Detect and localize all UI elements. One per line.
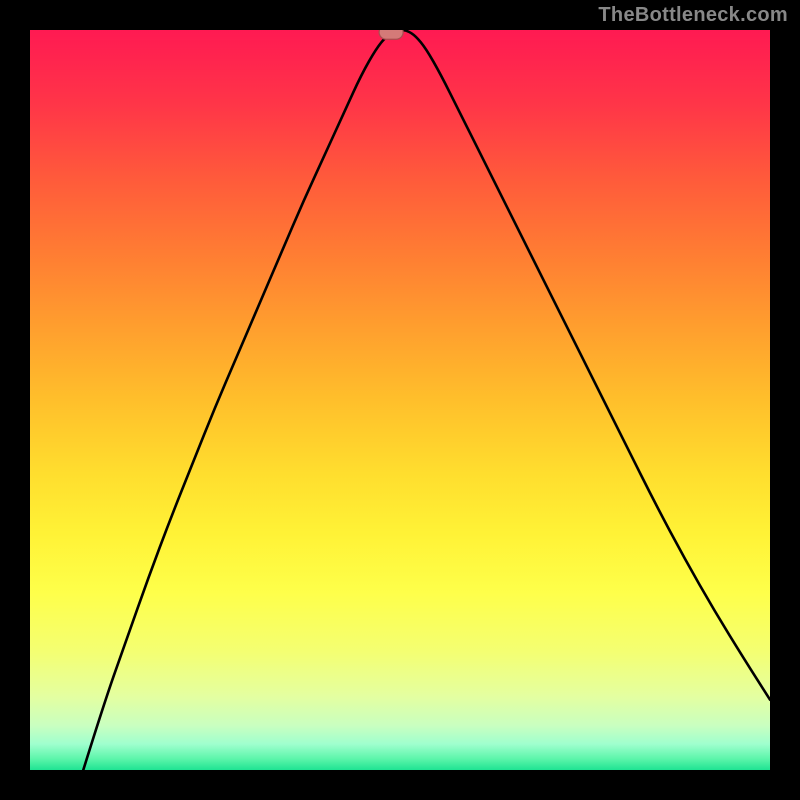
image-root: TheBottleneck.com [0, 0, 800, 800]
plot-area [30, 30, 770, 770]
watermark-text: TheBottleneck.com [598, 4, 788, 27]
bottleneck-curve [30, 30, 770, 770]
